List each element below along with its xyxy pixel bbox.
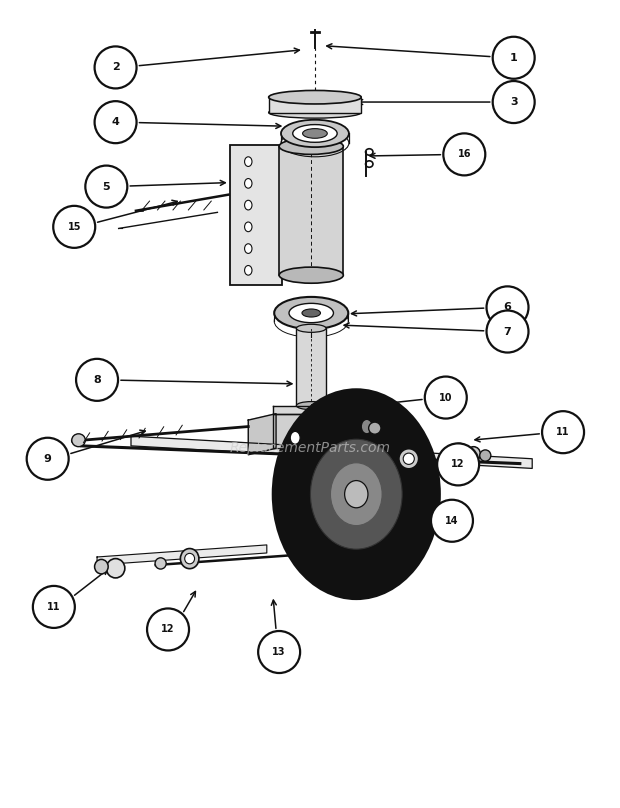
Ellipse shape: [296, 324, 326, 332]
Polygon shape: [273, 406, 351, 414]
Ellipse shape: [399, 448, 419, 469]
Ellipse shape: [542, 411, 584, 453]
Ellipse shape: [330, 463, 382, 525]
Ellipse shape: [72, 434, 86, 447]
Circle shape: [290, 431, 300, 444]
Ellipse shape: [431, 500, 473, 542]
Ellipse shape: [493, 36, 534, 78]
Circle shape: [244, 222, 252, 232]
Text: 10: 10: [439, 393, 453, 402]
Ellipse shape: [95, 101, 136, 143]
Text: 3: 3: [510, 97, 518, 107]
Text: 7: 7: [503, 326, 512, 336]
Ellipse shape: [487, 286, 528, 328]
FancyBboxPatch shape: [230, 145, 282, 285]
Ellipse shape: [480, 450, 491, 461]
Circle shape: [244, 157, 252, 166]
Text: 1: 1: [510, 53, 518, 63]
Ellipse shape: [147, 608, 189, 650]
Text: 9: 9: [44, 454, 51, 464]
Text: ReplacementParts.com: ReplacementParts.com: [229, 441, 391, 455]
Text: 5: 5: [102, 182, 110, 191]
Polygon shape: [273, 414, 384, 448]
Ellipse shape: [302, 309, 321, 317]
Ellipse shape: [268, 107, 361, 118]
Polygon shape: [97, 545, 267, 565]
Text: 12: 12: [451, 460, 465, 469]
Circle shape: [244, 266, 252, 276]
Text: 16: 16: [458, 149, 471, 159]
Ellipse shape: [95, 46, 136, 88]
Ellipse shape: [279, 138, 343, 154]
Ellipse shape: [493, 81, 534, 123]
Ellipse shape: [443, 133, 485, 175]
Ellipse shape: [279, 267, 343, 284]
Ellipse shape: [293, 124, 337, 142]
Ellipse shape: [185, 553, 195, 564]
Ellipse shape: [487, 310, 528, 352]
FancyBboxPatch shape: [279, 146, 343, 276]
Ellipse shape: [180, 549, 199, 569]
Ellipse shape: [451, 444, 468, 461]
Circle shape: [244, 200, 252, 210]
Text: 2: 2: [112, 62, 120, 73]
Ellipse shape: [467, 447, 480, 461]
Ellipse shape: [273, 389, 440, 599]
Ellipse shape: [289, 303, 334, 322]
Ellipse shape: [303, 128, 327, 138]
Text: 12: 12: [161, 625, 175, 634]
Circle shape: [244, 244, 252, 254]
Text: 11: 11: [556, 427, 570, 437]
Ellipse shape: [437, 444, 479, 486]
Ellipse shape: [86, 166, 127, 208]
Ellipse shape: [268, 90, 361, 104]
Ellipse shape: [345, 481, 368, 507]
FancyBboxPatch shape: [296, 328, 326, 406]
Ellipse shape: [369, 422, 381, 434]
Text: 6: 6: [503, 302, 512, 313]
Ellipse shape: [296, 402, 326, 410]
Ellipse shape: [53, 206, 95, 248]
Ellipse shape: [106, 558, 125, 578]
Circle shape: [244, 179, 252, 188]
Text: 11: 11: [47, 602, 61, 612]
Ellipse shape: [403, 453, 414, 465]
Ellipse shape: [281, 120, 349, 147]
Text: 13: 13: [272, 647, 286, 657]
Ellipse shape: [258, 631, 300, 673]
Polygon shape: [248, 414, 276, 455]
Ellipse shape: [27, 438, 69, 480]
Text: 14: 14: [445, 516, 459, 526]
Ellipse shape: [311, 440, 402, 549]
Ellipse shape: [274, 297, 348, 329]
Ellipse shape: [425, 377, 467, 419]
Ellipse shape: [155, 558, 166, 569]
FancyBboxPatch shape: [268, 98, 361, 112]
Text: 15: 15: [68, 222, 81, 232]
Text: 8: 8: [93, 375, 101, 385]
Text: 4: 4: [112, 117, 120, 127]
Ellipse shape: [33, 586, 75, 628]
Ellipse shape: [95, 559, 108, 574]
Circle shape: [361, 419, 373, 434]
Ellipse shape: [76, 359, 118, 401]
Polygon shape: [131, 436, 532, 469]
